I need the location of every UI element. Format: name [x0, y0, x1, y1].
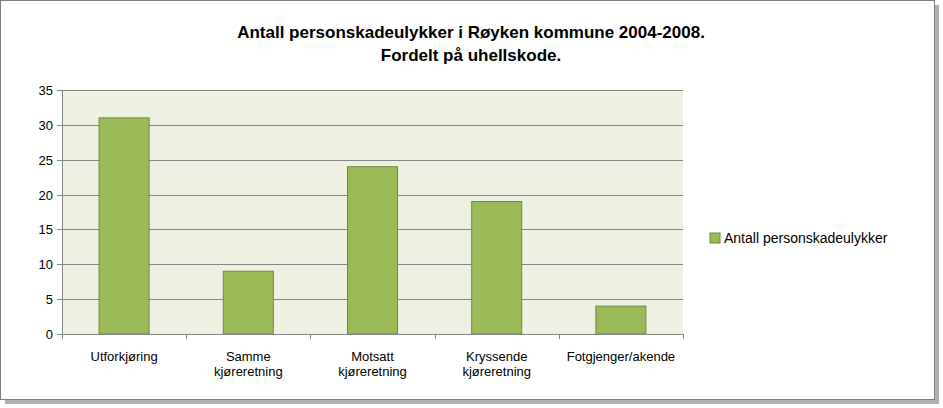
- x-axis: [62, 334, 683, 335]
- y-tick: [57, 264, 62, 265]
- grid-line: [62, 160, 683, 161]
- title: Antall personskadeulykker i Røyken kommu…: [237, 23, 705, 42]
- x-tick: [62, 334, 63, 339]
- y-tick: [57, 125, 62, 126]
- chart-container: Antall personskadeulykker i Røyken kommu…: [0, 0, 943, 408]
- legend-swatch: [710, 233, 720, 243]
- x-tick-label-line: Motsatt: [351, 349, 394, 364]
- x-tick: [310, 334, 311, 339]
- y-tick-label: 35: [39, 83, 53, 98]
- x-tick-label-line: kjøreretning: [462, 364, 531, 379]
- y-tick-label: 25: [39, 153, 53, 168]
- x-tick-label-line: Fotgjenger/akende: [567, 349, 675, 364]
- bar: [472, 202, 522, 334]
- legend-label: Antall personskadeulykker: [724, 230, 888, 246]
- x-tick-label-line: kjøreretning: [214, 364, 283, 379]
- y-tick-label: 15: [39, 222, 53, 237]
- grid-line: [62, 125, 683, 126]
- y-tick-label: 0: [46, 327, 53, 342]
- x-tick-label: Utforkjøring: [91, 349, 158, 364]
- y-tick-label: 10: [39, 257, 53, 272]
- x-tick-label-line: Samme: [226, 349, 271, 364]
- x-tick-label: Motsattkjøreretning: [338, 349, 407, 379]
- plot-background: [62, 90, 683, 334]
- x-tick: [186, 334, 187, 339]
- y-tick-label: 5: [46, 292, 53, 307]
- y-tick: [57, 299, 62, 300]
- bar: [348, 167, 398, 334]
- x-tick: [683, 334, 684, 339]
- grid-line: [62, 90, 683, 91]
- y-tick-label: 20: [39, 188, 53, 203]
- x-tick: [559, 334, 560, 339]
- y-axis: [62, 90, 63, 334]
- x-tick-label-line: kjøreretning: [338, 364, 407, 379]
- y-tick: [57, 229, 62, 230]
- x-tick-label: Fotgjenger/akende: [567, 349, 675, 364]
- x-tick-label-line: Kryssende: [466, 349, 527, 364]
- x-tick-label: Kryssendekjøreretning: [462, 349, 531, 379]
- y-tick: [57, 195, 62, 196]
- x-tick-label: Sammekjøreretning: [214, 349, 283, 379]
- bar: [99, 118, 149, 334]
- x-tick: [435, 334, 436, 339]
- x-tick-label-line: Utforkjøring: [91, 349, 158, 364]
- chart-svg: Antall personskadeulykker i Røyken kommu…: [0, 0, 943, 408]
- y-tick: [57, 90, 62, 91]
- subtitle: Fordelt på uhellskode.: [381, 46, 561, 65]
- grid-line: [62, 334, 683, 335]
- bar: [596, 306, 646, 334]
- bars: [99, 118, 646, 334]
- bar: [223, 271, 273, 334]
- y-tick: [57, 334, 62, 335]
- y-tick-label: 30: [39, 118, 53, 133]
- y-tick: [57, 160, 62, 161]
- chart-frame: [1, 1, 935, 400]
